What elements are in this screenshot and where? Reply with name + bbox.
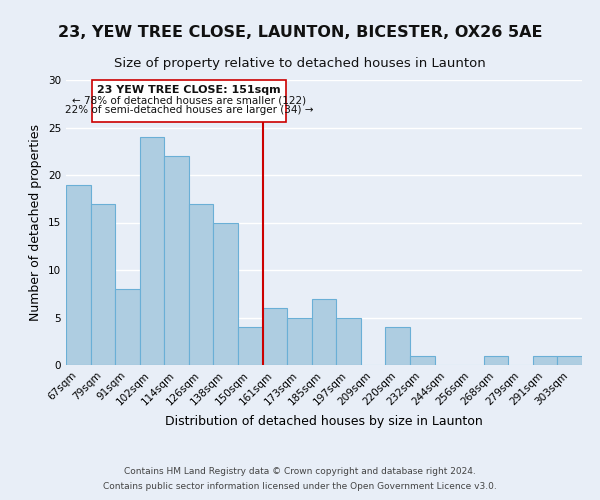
Text: Contains HM Land Registry data © Crown copyright and database right 2024.: Contains HM Land Registry data © Crown c…: [124, 467, 476, 476]
Bar: [189, 204, 214, 365]
Bar: [410, 356, 434, 365]
Bar: [336, 318, 361, 365]
Bar: [557, 356, 582, 365]
Bar: [385, 327, 410, 365]
Bar: [140, 137, 164, 365]
Text: 22% of semi-detached houses are larger (34) →: 22% of semi-detached houses are larger (…: [65, 104, 313, 115]
Y-axis label: Number of detached properties: Number of detached properties: [29, 124, 43, 321]
Bar: [533, 356, 557, 365]
Bar: [287, 318, 312, 365]
Bar: [66, 184, 91, 365]
Bar: [115, 289, 140, 365]
Bar: [312, 298, 336, 365]
Bar: [263, 308, 287, 365]
Bar: [238, 327, 263, 365]
X-axis label: Distribution of detached houses by size in Launton: Distribution of detached houses by size …: [165, 415, 483, 428]
Text: 23, YEW TREE CLOSE, LAUNTON, BICESTER, OX26 5AE: 23, YEW TREE CLOSE, LAUNTON, BICESTER, O…: [58, 25, 542, 40]
Bar: [484, 356, 508, 365]
Bar: [214, 222, 238, 365]
FancyBboxPatch shape: [92, 80, 286, 122]
Text: 23 YEW TREE CLOSE: 151sqm: 23 YEW TREE CLOSE: 151sqm: [97, 85, 281, 95]
Text: ← 78% of detached houses are smaller (122): ← 78% of detached houses are smaller (12…: [72, 95, 306, 105]
Text: Contains public sector information licensed under the Open Government Licence v3: Contains public sector information licen…: [103, 482, 497, 491]
Bar: [164, 156, 189, 365]
Bar: [91, 204, 115, 365]
Text: Size of property relative to detached houses in Launton: Size of property relative to detached ho…: [114, 58, 486, 70]
